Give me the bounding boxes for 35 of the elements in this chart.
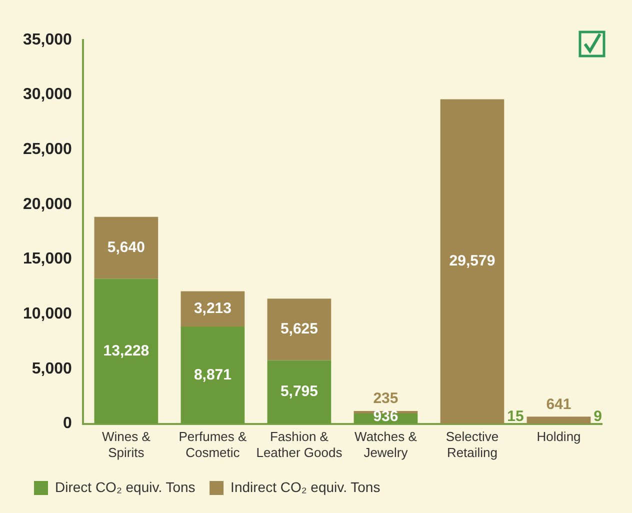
bar — [180, 326, 245, 424]
data-label: 13,228 — [103, 342, 150, 360]
data-label: 29,579 — [449, 252, 496, 270]
bar — [267, 298, 332, 360]
data-label: 15 — [507, 408, 524, 425]
data-label: 5,795 — [280, 383, 318, 400]
y-tick-label: 15,000 — [23, 250, 72, 268]
bar — [94, 278, 158, 424]
y-tick-label: 20,000 — [23, 196, 72, 213]
y-tick-label: 30,000 — [23, 86, 72, 104]
data-label: 936 — [373, 408, 398, 425]
y-tick-label: 5,000 — [32, 360, 72, 378]
x-tick-label: Holding — [536, 429, 581, 444]
data-label: 235 — [373, 390, 398, 408]
legend-label: Direct CO₂ equiv. Tons — [55, 478, 196, 495]
data-label: 5,640 — [107, 238, 145, 256]
bar — [526, 416, 591, 424]
data-label: 641 — [546, 396, 572, 413]
x-tick-label: Watches & Jewelry — [354, 429, 418, 460]
data-label: 9 — [594, 408, 602, 425]
y-tick-label: 25,000 — [23, 141, 72, 158]
y-tick-label: 0 — [63, 415, 72, 432]
x-tick-label: Fashion & Leather Goods — [256, 429, 343, 460]
data-label: 3,213 — [194, 300, 232, 318]
x-tick-label: Selective Retailing — [446, 429, 499, 460]
y-tick-label: 35,000 — [23, 31, 72, 48]
legend-label: Indirect CO₂ equiv. Tons — [230, 478, 380, 495]
y-tick-label: 10,000 — [23, 306, 72, 323]
x-tick-label: Perfumes & Cosmetic — [178, 429, 247, 460]
bar — [440, 99, 504, 424]
data-label: 8,871 — [194, 366, 232, 384]
bar — [267, 360, 332, 424]
x-tick-label: Wines & Spirits — [102, 429, 151, 460]
bar — [94, 216, 158, 279]
data-label: 5,625 — [280, 320, 318, 338]
